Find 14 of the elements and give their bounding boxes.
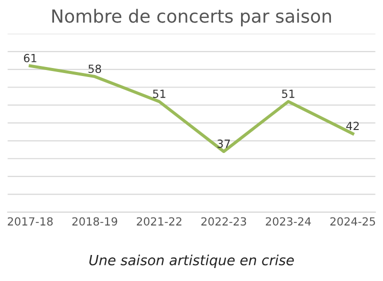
chart-title: Nombre de concerts par saison (52, 8, 331, 26)
data-label: 61 (24, 54, 36, 62)
data-label: 37 (218, 140, 230, 148)
text: Une saison artistique en crise (89, 254, 294, 268)
data-label: 42 (346, 122, 359, 130)
x-tick-label: 2022-23 (201, 217, 246, 226)
x-tick-label: 2021-22 (136, 217, 182, 226)
x-tick-label: 2023-24 (266, 217, 311, 226)
x-tick-label: 2024-25 (330, 217, 376, 226)
x-tick-label: 2018-19 (72, 217, 118, 226)
data-label: 58 (88, 64, 102, 74)
data-label: 51 (153, 90, 166, 98)
x-tick-label: 2017-18 (8, 217, 53, 226)
data-label: 51 (282, 90, 294, 98)
